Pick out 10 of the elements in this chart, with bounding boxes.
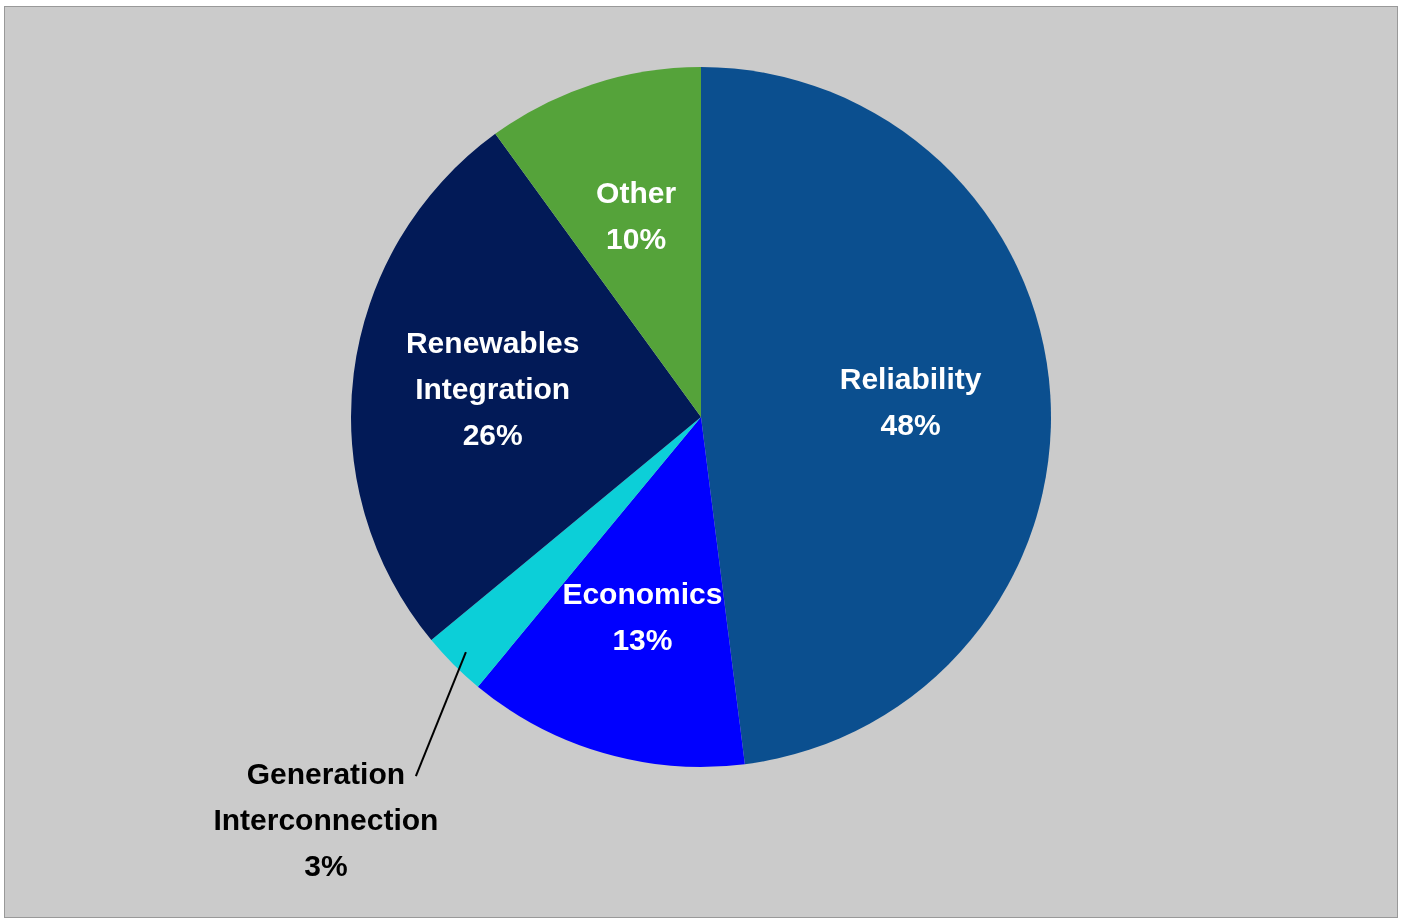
data-label: 10% [606, 221, 667, 255]
data-label: 26% [462, 417, 523, 451]
slice-label: Renewables Integration [405, 325, 580, 405]
data-label: 3% [304, 849, 348, 883]
slice-label: Economics [562, 576, 723, 610]
data-label: 13% [612, 622, 673, 656]
data-label: 48% [880, 408, 941, 442]
slice-label: Generation Interconnection [213, 757, 439, 837]
slice-label: Other [596, 175, 677, 209]
slice-label: Reliability [839, 362, 982, 396]
